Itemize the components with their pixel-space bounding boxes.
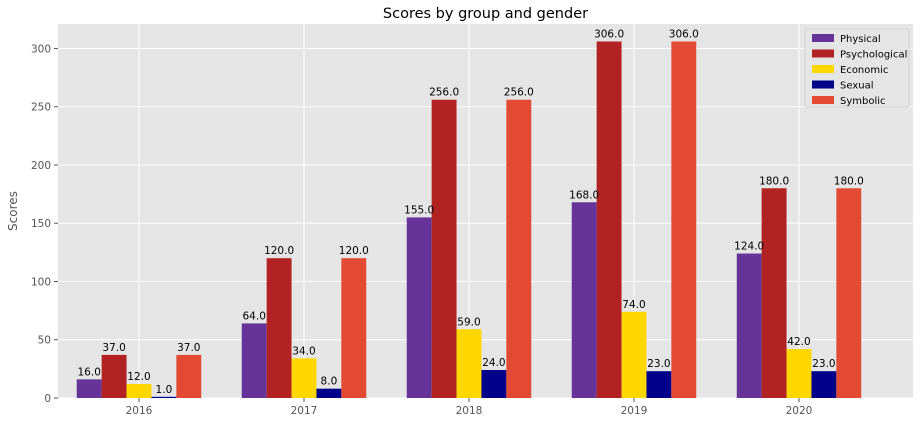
data-label: 37.0 <box>177 342 200 354</box>
bar-psychological-2018 <box>431 99 457 398</box>
data-label: 59.0 <box>457 316 480 328</box>
y-tick-label: 150 <box>31 218 51 230</box>
data-label: 16.0 <box>78 366 101 378</box>
bar-sexual-2019 <box>646 371 672 398</box>
data-label: 1.0 <box>156 384 173 396</box>
data-label: 120.0 <box>264 245 294 257</box>
legend-label: Psychological <box>840 50 907 61</box>
legend-swatch <box>812 80 834 89</box>
bar-economic-2016 <box>126 384 152 398</box>
legend-label: Sexual <box>840 81 874 92</box>
data-label: 256.0 <box>504 87 534 99</box>
data-label: 306.0 <box>669 28 699 40</box>
bar-economic-2018 <box>456 329 482 398</box>
x-tick-label: 2017 <box>291 405 318 417</box>
data-label: 64.0 <box>243 310 266 322</box>
legend-swatch <box>812 49 834 58</box>
x-tick-label: 2020 <box>786 405 813 417</box>
data-label: 23.0 <box>647 358 670 370</box>
data-label: 8.0 <box>321 376 338 388</box>
y-tick-label: 50 <box>38 335 51 347</box>
bar-sexual-2017 <box>316 388 342 398</box>
legend-label: Economic <box>840 65 888 76</box>
bar-psychological-2016 <box>101 354 127 398</box>
x-tick-label: 2016 <box>126 405 153 417</box>
bar-physical-2017 <box>241 323 267 398</box>
bar-symbolic-2020 <box>836 188 862 398</box>
bar-symbolic-2016 <box>176 354 202 398</box>
data-label: 74.0 <box>622 299 645 311</box>
bar-economic-2020 <box>786 349 812 398</box>
bar-physical-2016 <box>76 379 102 398</box>
bar-psychological-2020 <box>761 188 787 398</box>
legend-label: Symbolic <box>840 96 886 107</box>
legend-swatch <box>812 96 834 104</box>
legend-swatch <box>812 65 834 73</box>
data-label: 12.0 <box>127 371 150 383</box>
y-axis-label: Scores <box>6 191 20 231</box>
bar-symbolic-2018 <box>506 99 532 398</box>
data-label: 306.0 <box>594 28 624 40</box>
axes: 0 50 100 150 200 250 300 2016 2017 2018 2019 2020 <box>31 43 812 417</box>
data-label: 155.0 <box>404 204 434 216</box>
data-labels: 16.0 64.0 155.0 168.0 124.0 37.0 120.0 256.0 306… <box>78 28 864 395</box>
bar-physical-2018 <box>406 217 432 398</box>
data-label: 180.0 <box>759 175 789 187</box>
y-tick-label: 200 <box>31 160 51 172</box>
chart-title: Scores by group and gender <box>383 6 588 22</box>
bar-symbolic-2019 <box>671 41 697 399</box>
data-label: 23.0 <box>812 358 835 370</box>
bar-symbolic-2017 <box>341 258 367 398</box>
x-tick-label: 2018 <box>456 405 483 417</box>
bar-sexual-2020 <box>811 371 837 398</box>
data-label: 124.0 <box>734 241 764 253</box>
y-tick-label: 100 <box>31 276 51 288</box>
bar-economic-2019 <box>621 311 647 398</box>
data-label: 180.0 <box>834 175 864 187</box>
bar-psychological-2017 <box>266 258 292 398</box>
x-tick-label: 2019 <box>621 405 648 417</box>
bar-economic-2017 <box>291 358 317 398</box>
bar-physical-2019 <box>571 202 597 398</box>
y-tick-label: 250 <box>31 102 51 114</box>
data-label: 168.0 <box>569 189 599 201</box>
data-label: 256.0 <box>429 87 459 99</box>
data-label: 42.0 <box>787 336 810 348</box>
bar-sexual-2016 <box>151 396 177 398</box>
y-tick-label: 300 <box>31 43 51 55</box>
bar-psychological-2019 <box>596 41 622 399</box>
legend: Physical Psychological Economic Sexual Symbo… <box>804 28 910 108</box>
bars <box>76 41 862 399</box>
legend-swatch <box>812 34 834 42</box>
data-label: 24.0 <box>482 357 505 369</box>
bar-physical-2020 <box>736 253 762 398</box>
data-label: 120.0 <box>339 245 369 257</box>
legend-label: Physical <box>840 34 881 45</box>
bar-sexual-2018 <box>481 370 507 398</box>
y-tick-label: 0 <box>44 393 51 405</box>
data-label: 34.0 <box>292 345 315 357</box>
data-label: 37.0 <box>102 342 125 354</box>
